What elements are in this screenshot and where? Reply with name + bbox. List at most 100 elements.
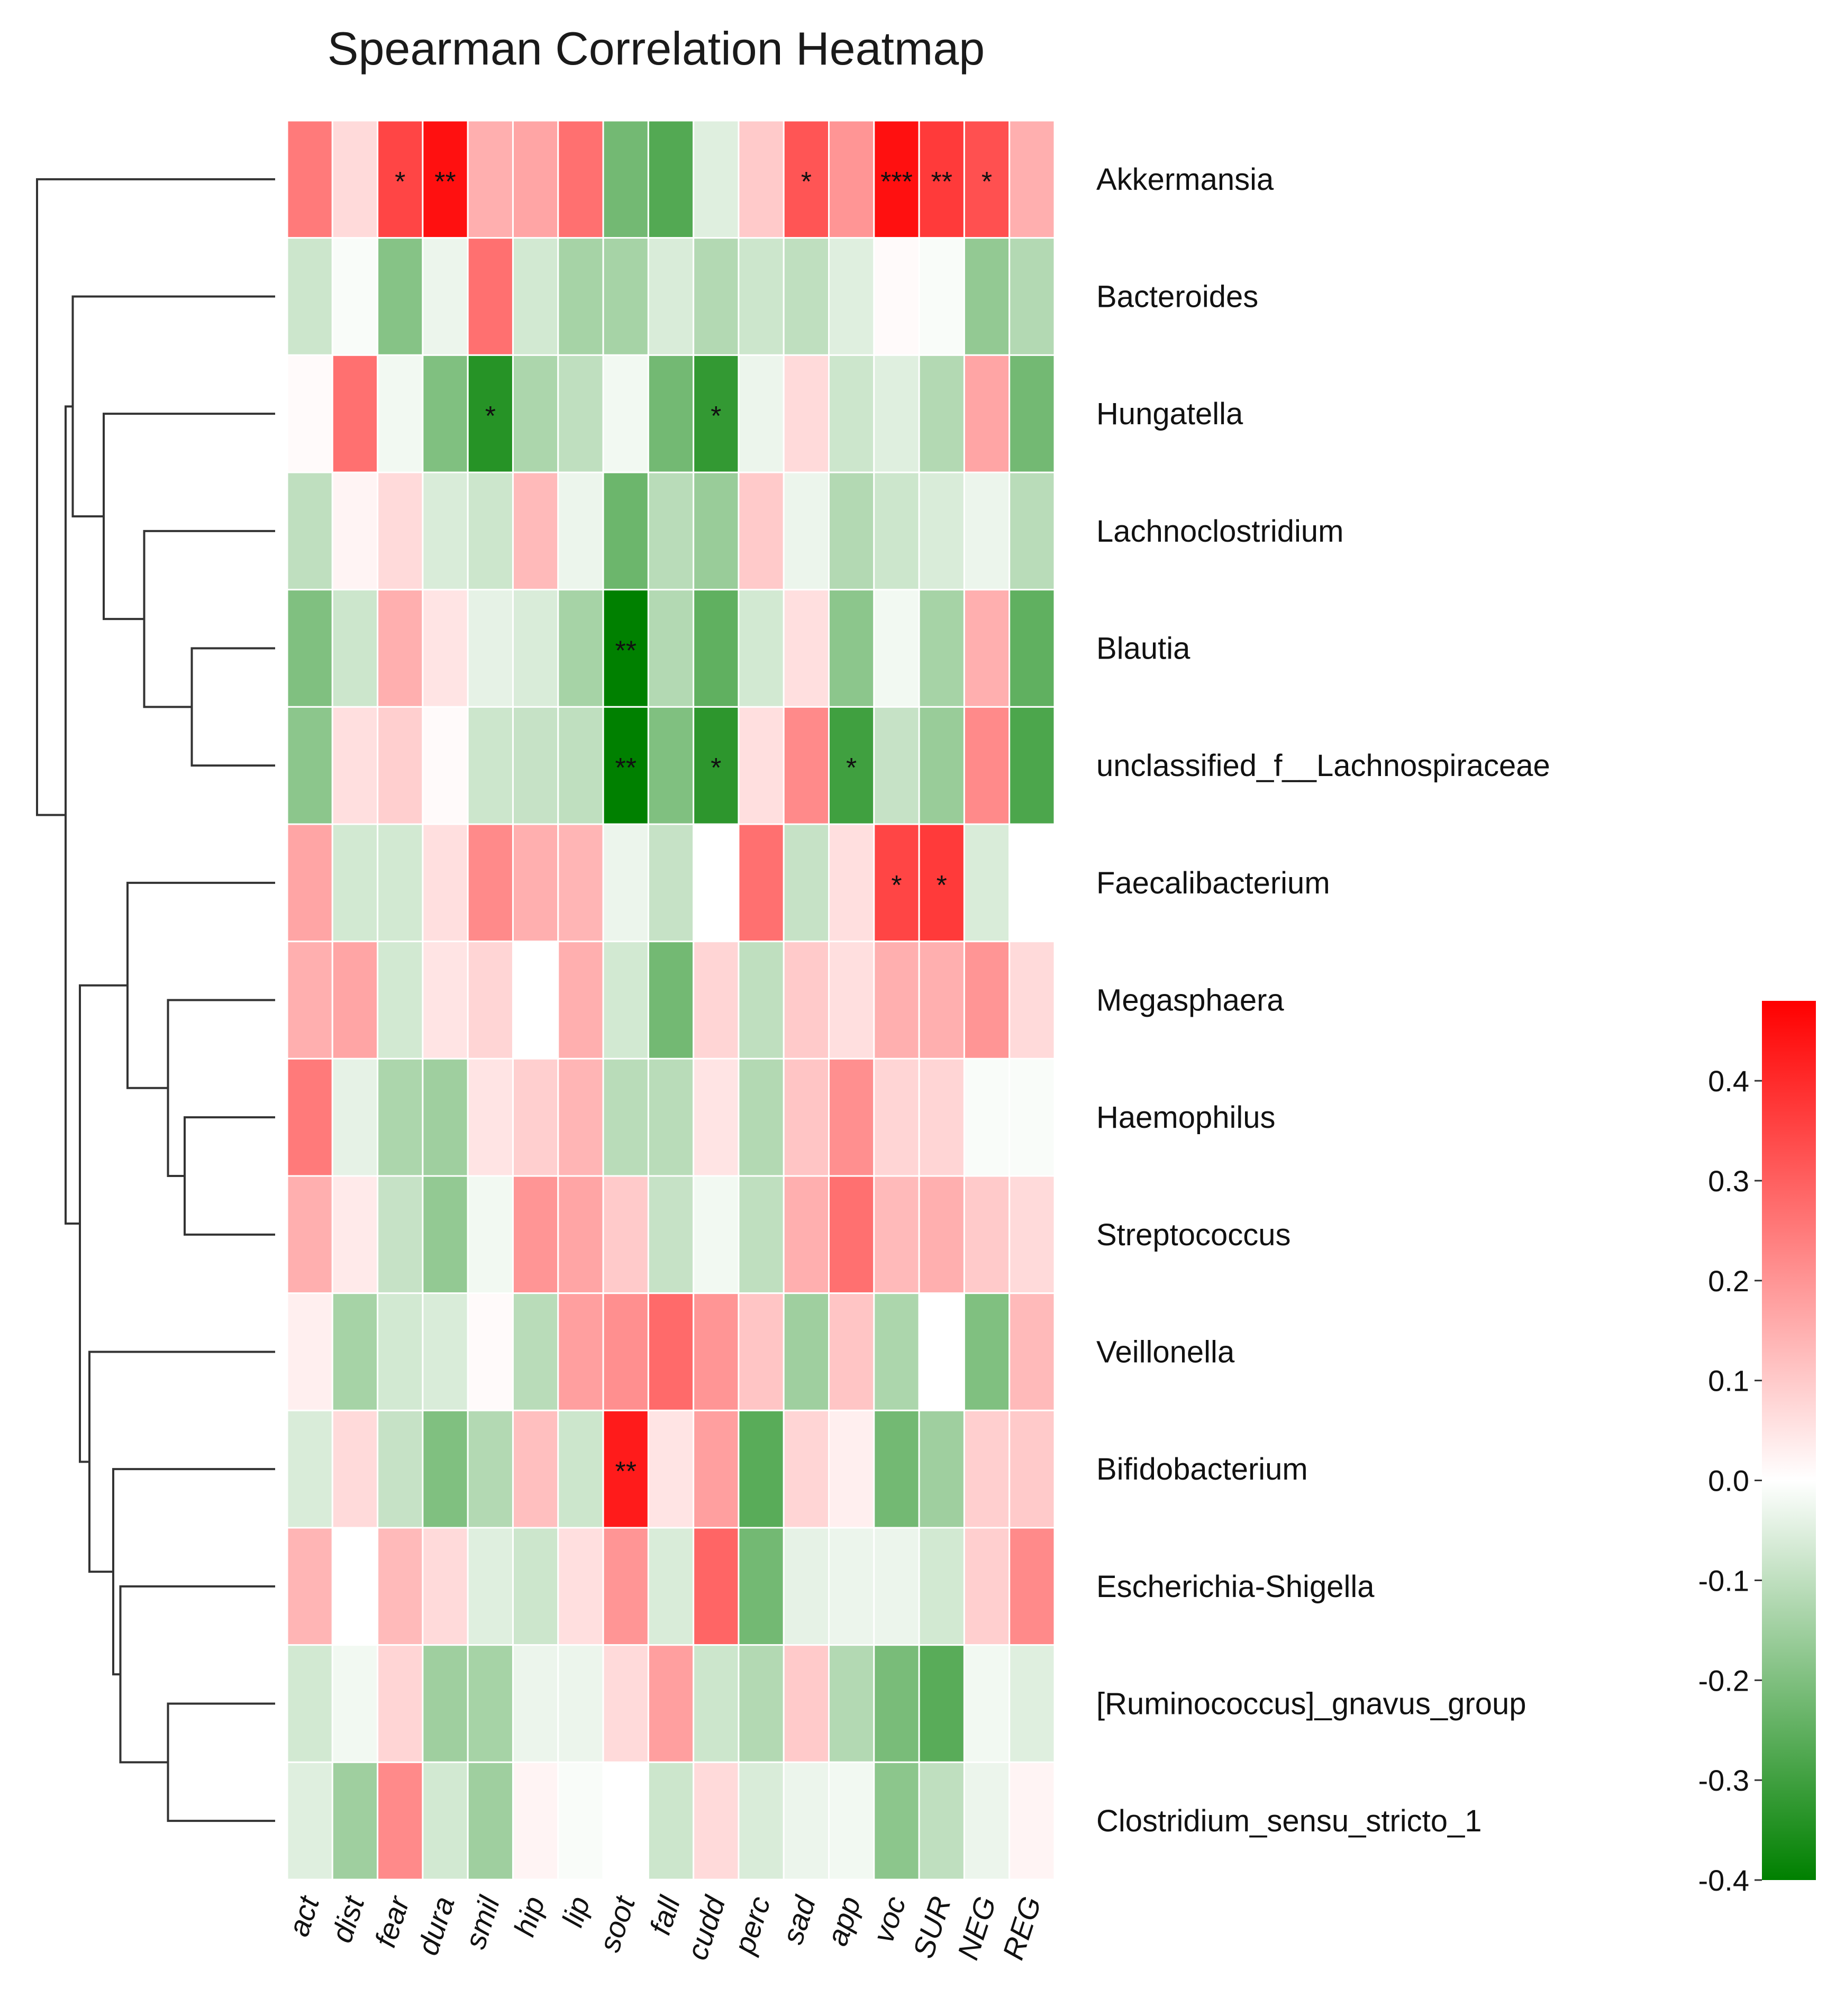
heatmap-cell (557, 589, 604, 708)
colorbar-tick-label: -0.3 (1698, 1764, 1750, 1797)
heatmap-cell (467, 1527, 514, 1646)
column-label: act (281, 1891, 326, 1940)
colorbar-tick-label: 0.4 (1708, 1064, 1749, 1098)
heatmap-cell (512, 1644, 559, 1763)
heatmap-cell (783, 1292, 830, 1411)
heatmap-cell (557, 354, 604, 473)
heatmap-cell (467, 1761, 514, 1881)
colorbar-tick-label: -0.1 (1698, 1564, 1750, 1597)
heatmap-cell (512, 1409, 559, 1529)
column-label: voc (866, 1892, 912, 1946)
heatmap-cell (286, 1644, 333, 1763)
heatmap-cell (557, 823, 604, 943)
heatmap-cell (377, 1057, 424, 1177)
heatmap-cell (693, 237, 740, 356)
heatmap-cell (331, 1057, 379, 1177)
heatmap-cell (602, 706, 649, 825)
heatmap-cell (738, 1057, 785, 1177)
heatmap-cell (693, 354, 740, 473)
heatmap-cell (873, 1644, 920, 1763)
significance-star: *** (880, 167, 913, 197)
heatmap-cell (918, 589, 965, 708)
heatmap-cell (512, 1057, 559, 1177)
heatmap-cell (286, 1409, 333, 1529)
significance-star: * (485, 401, 496, 432)
heatmap-cell (602, 1409, 649, 1529)
heatmap-cell (963, 1409, 1011, 1529)
column-label: hip (507, 1892, 551, 1940)
heatmap-cell (422, 1175, 469, 1294)
heatmap-cell (873, 1409, 920, 1529)
heatmap-cell (422, 1527, 469, 1646)
heatmap-cell (377, 1761, 424, 1881)
heatmap-cell (286, 1175, 333, 1294)
heatmap-cell (918, 1761, 965, 1881)
column-label: lip (556, 1892, 596, 1931)
heatmap-cell (377, 1292, 424, 1411)
heatmap-cell (286, 471, 333, 591)
heatmap-cell (918, 1644, 965, 1763)
heatmap-cell (557, 1409, 604, 1529)
heatmap-cell (377, 589, 424, 708)
heatmap-cell (783, 1175, 830, 1294)
dendrogram-branch (143, 530, 275, 708)
heatmap-cell (377, 706, 424, 825)
heatmap-cell (377, 120, 424, 239)
heatmap-cell (286, 823, 333, 943)
heatmap-cell (783, 941, 830, 1060)
heatmap-cell (873, 589, 920, 708)
heatmap-cell (647, 120, 695, 239)
heatmap-cell (512, 120, 559, 239)
heatmap-cell (286, 237, 333, 356)
column-label: perc (727, 1892, 777, 1958)
heatmap-cell (963, 237, 1011, 356)
heatmap-cell (467, 1057, 514, 1177)
heatmap-cell (422, 706, 469, 825)
significance-star: ** (434, 167, 456, 197)
dendrogram-branch (167, 1702, 275, 1822)
significance-star: * (846, 753, 857, 783)
heatmap-cell (557, 941, 604, 1060)
heatmap-cell (828, 706, 875, 825)
heatmap-cell (873, 1761, 920, 1881)
heatmap-cell (377, 1527, 424, 1646)
heatmap-cell (963, 1292, 1011, 1411)
dendrogram-branch (184, 1116, 275, 1236)
heatmap-cell (963, 1761, 1011, 1881)
heatmap-cell (377, 471, 424, 591)
row-label: Streptococcus (1096, 1218, 1291, 1252)
heatmap-cell (422, 941, 469, 1060)
heatmap-cell (918, 706, 965, 825)
heatmap-cell (512, 1292, 559, 1411)
heatmap-cell (828, 1644, 875, 1763)
heatmap-cell (738, 1527, 785, 1646)
colorbar-legend: 0.4 0.3 0.2 0.1 0.0 -0.1 -0.2 -0.3 -0.4 (1698, 1001, 1816, 1897)
heatmap-cell (693, 1761, 740, 1881)
heatmap-cell (783, 706, 830, 825)
heatmap-cell (467, 589, 514, 708)
column-label: SUR (906, 1892, 957, 1962)
heatmap-cell (873, 1175, 920, 1294)
heatmap-cell (647, 471, 695, 591)
dendrogram-branch (190, 647, 275, 767)
dendrogram-branch (36, 178, 275, 816)
heatmap-cell (873, 941, 920, 1060)
heatmap-cell (647, 941, 695, 1060)
heatmap-cell (512, 1527, 559, 1646)
heatmap-cell (422, 1644, 469, 1763)
heatmap-cell (512, 706, 559, 825)
heatmap-cell (693, 941, 740, 1060)
heatmap-cell (828, 237, 875, 356)
heatmap-cell (738, 471, 785, 591)
heatmap-cell (738, 706, 785, 825)
heatmap-cell (828, 1409, 875, 1529)
heatmap-cell (602, 237, 649, 356)
heatmap-cell (783, 1057, 830, 1177)
row-label: Veillonella (1096, 1335, 1235, 1370)
heatmap-cell (693, 120, 740, 239)
heatmap-cell (331, 589, 379, 708)
heatmap-cell (557, 120, 604, 239)
heatmap-cell (286, 1527, 333, 1646)
significance-star: ** (615, 753, 636, 783)
